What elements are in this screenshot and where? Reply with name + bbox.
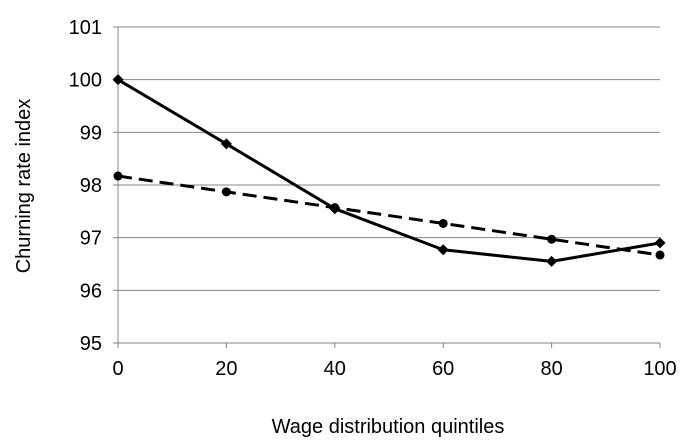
y-tick-label-98: 98	[80, 175, 102, 197]
x-tick-label-100: 100	[643, 358, 676, 380]
series-2	[113, 171, 665, 260]
y-tick-label-96: 96	[80, 280, 102, 302]
gridlines	[118, 26, 660, 291]
x-tick-label-80: 80	[540, 358, 562, 380]
series-2-point-60	[438, 218, 448, 228]
series-group	[112, 74, 666, 267]
series-2-point-0	[113, 171, 123, 181]
y-axis-title: Churning rate index	[13, 99, 35, 274]
series-1-point-100	[654, 237, 666, 249]
series-2-point-40	[330, 203, 340, 213]
series-1-point-80	[546, 255, 558, 267]
x-tick-label-40: 40	[324, 358, 346, 380]
x-tick-label-20: 20	[215, 358, 237, 380]
x-tick-label-60: 60	[432, 358, 454, 380]
axes	[113, 26, 661, 348]
y-tick-label-97: 97	[80, 228, 102, 250]
series-2-point-100	[655, 250, 665, 260]
series-2-point-20	[221, 187, 231, 197]
y-tick-label-95: 95	[80, 333, 102, 355]
y-tick-label-99: 99	[80, 122, 102, 144]
series-2-line	[117, 174, 661, 257]
y-tick-label-101: 101	[69, 17, 102, 39]
y-tick-label-100: 100	[69, 70, 102, 92]
series-2-point-80	[547, 234, 557, 244]
series-1-point-60	[437, 244, 449, 256]
series-1-line	[117, 78, 661, 263]
x-axis-title: Wage distribution quintiles	[272, 416, 505, 438]
tick-labels: 95 96 97 98 99 100 101 0 20 40 60 80 100	[69, 17, 677, 380]
series-1-point-20	[220, 138, 232, 150]
series-1-point-0	[112, 74, 124, 86]
x-tick-label-0: 0	[112, 358, 123, 380]
